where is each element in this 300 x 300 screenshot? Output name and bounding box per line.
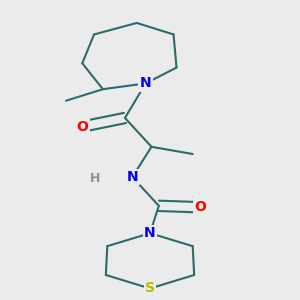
Text: S: S [145, 281, 155, 296]
Text: N: N [127, 170, 138, 184]
Text: N: N [144, 226, 156, 240]
Text: O: O [76, 120, 88, 134]
Text: O: O [194, 200, 206, 214]
Text: N: N [140, 76, 152, 90]
Text: H: H [90, 172, 101, 185]
